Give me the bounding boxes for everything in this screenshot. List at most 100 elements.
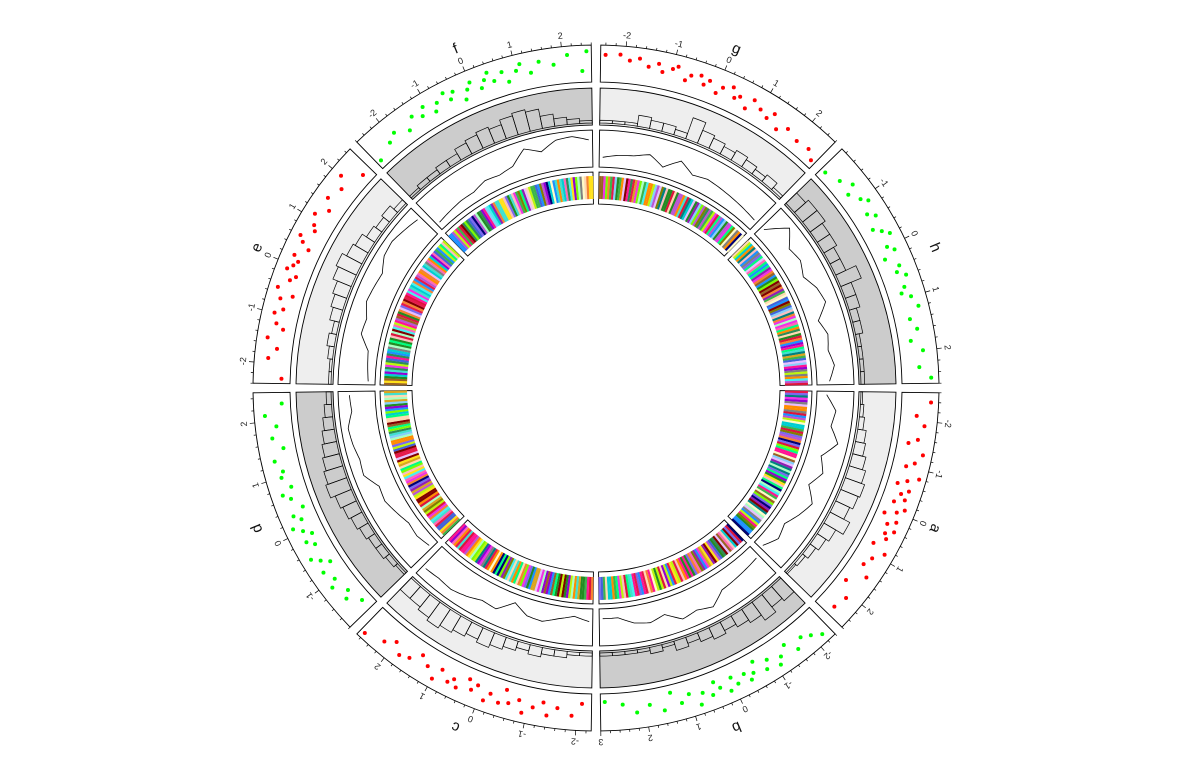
- color-stripe: [389, 337, 413, 345]
- line-series-d: [347, 395, 430, 546]
- minor-tick: [275, 516, 279, 518]
- scatter-point: [837, 178, 842, 183]
- color-stripe: [775, 321, 799, 332]
- minor-tick: [358, 637, 361, 640]
- color-stripe: [393, 323, 416, 333]
- color-stripe: [752, 268, 773, 284]
- scatter-point: [894, 510, 899, 515]
- major-tick: [812, 117, 816, 123]
- tick-label-f: 2: [557, 31, 563, 41]
- scatter-point: [272, 459, 277, 464]
- scatter-point: [382, 639, 387, 644]
- major-tick: [297, 208, 302, 213]
- line-series-c: [425, 568, 590, 622]
- scatter-point: [452, 677, 457, 682]
- color-stripe: [427, 257, 448, 274]
- color-stripe: [764, 471, 787, 484]
- scatter-point: [794, 138, 799, 143]
- color-stripe: [781, 423, 805, 430]
- minor-tick: [848, 619, 851, 622]
- color-stripe: [488, 204, 502, 226]
- color-stripe: [677, 196, 690, 219]
- color-stripe: [775, 444, 799, 455]
- scatter-point: [752, 98, 757, 103]
- color-stripe: [600, 176, 604, 200]
- color-stripe: [461, 534, 479, 554]
- color-stripe: [608, 176, 613, 200]
- scatter-point: [751, 670, 756, 675]
- color-stripe: [681, 555, 694, 578]
- color-stripe: [743, 255, 764, 272]
- color-stripe: [643, 182, 652, 206]
- scatter-point: [764, 116, 769, 121]
- scatter-point: [330, 585, 335, 590]
- color-stripe: [766, 296, 789, 309]
- minor-tick: [344, 150, 347, 153]
- minor-tick: [923, 490, 926, 493]
- scatter-point: [646, 64, 651, 69]
- minor-tick: [305, 201, 308, 204]
- color-stripe: [666, 191, 678, 214]
- scatter-point: [496, 700, 501, 705]
- scatter-point: [469, 687, 474, 692]
- scatter-point: [796, 647, 801, 652]
- minor-tick: [409, 96, 412, 99]
- minor-tick: [260, 470, 264, 472]
- scatter-point: [296, 259, 301, 264]
- color-stripe: [776, 443, 799, 453]
- scatter-point: [569, 713, 574, 718]
- minor-tick: [453, 700, 456, 704]
- major-tick: [937, 422, 943, 424]
- scatter-point: [885, 521, 890, 526]
- color-stripe: [567, 177, 574, 201]
- color-stripe: [656, 566, 667, 589]
- color-stripe: [783, 409, 807, 414]
- line-cell-f: [415, 129, 594, 231]
- tick-label-h: -1: [878, 176, 891, 188]
- tick-label-b: 1: [695, 721, 703, 732]
- color-stripe: [389, 429, 412, 437]
- color-stripe: [762, 288, 785, 301]
- scatter-point: [635, 710, 640, 715]
- color-stripe: [412, 280, 434, 294]
- scatter-point: [883, 531, 888, 536]
- scatter-point: [912, 461, 917, 466]
- minor-tick: [867, 596, 871, 599]
- minor-tick: [492, 715, 495, 718]
- minor-tick: [317, 183, 320, 186]
- color-stripe: [512, 192, 524, 215]
- color-stripe: [547, 571, 555, 595]
- color-stripe: [400, 460, 423, 472]
- scatter-point: [468, 677, 473, 682]
- color-stripe: [574, 576, 580, 600]
- color-stripe: [502, 196, 515, 219]
- major-tick: [273, 256, 279, 260]
- minor-tick: [667, 723, 669, 726]
- color-stripe: [581, 576, 586, 600]
- color-stripe: [739, 250, 759, 267]
- color-stripe: [768, 462, 791, 474]
- color-stripe: [692, 549, 706, 571]
- scatter-point: [618, 52, 623, 57]
- major-tick: [770, 88, 774, 93]
- scatter-point: [465, 87, 470, 92]
- tick-label-b: 0: [741, 703, 750, 714]
- color-stripe: [702, 543, 718, 564]
- scatter-point: [265, 335, 270, 340]
- color-stripe: [453, 527, 471, 547]
- scatter-point: [584, 49, 589, 54]
- scatter-point: [285, 266, 290, 271]
- color-stripe: [476, 211, 492, 232]
- color-stripe: [385, 412, 409, 419]
- color-stripe: [777, 439, 801, 448]
- minor-tick: [860, 168, 864, 171]
- scatter-point: [689, 73, 694, 78]
- color-stripe: [572, 575, 578, 599]
- color-stripe: [761, 476, 784, 490]
- color-stripe: [784, 394, 808, 398]
- color-stripe: [461, 222, 479, 242]
- scatter-point: [499, 70, 504, 75]
- color-stripe: [686, 552, 700, 575]
- color-stripe: [384, 394, 408, 398]
- minor-tick: [827, 640, 831, 643]
